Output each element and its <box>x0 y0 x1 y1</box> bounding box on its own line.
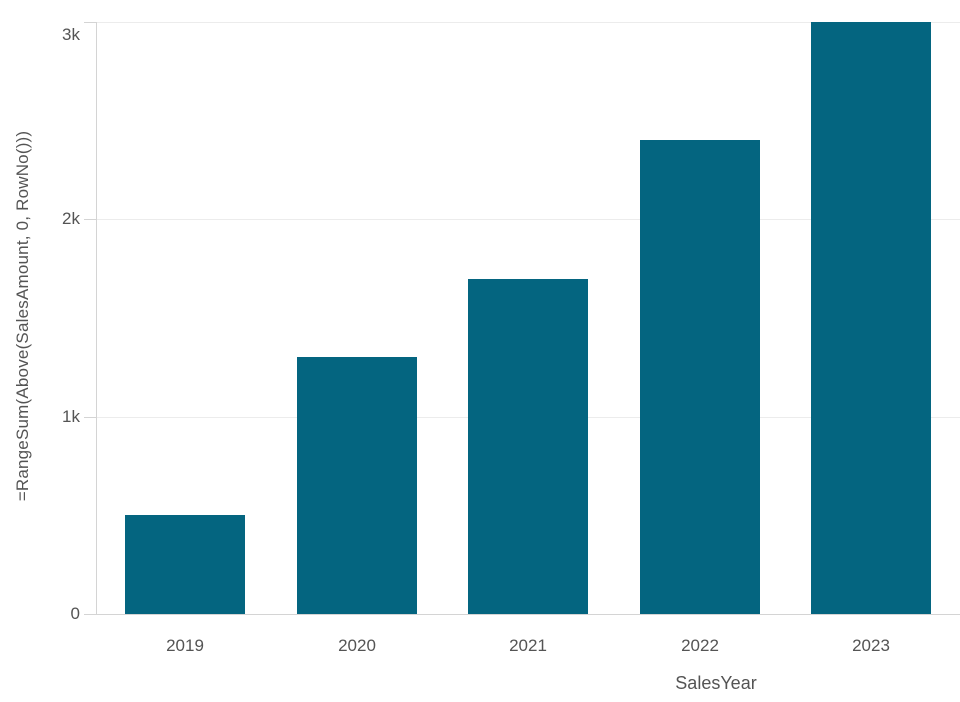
y-tick-label-3k: 3k <box>62 25 80 44</box>
x-axis-line <box>84 614 960 615</box>
x-tick-label-2022[interactable]: 2022 <box>681 636 719 655</box>
x-tick-label-2020[interactable]: 2020 <box>338 636 376 655</box>
y-tick-label-0: 0 <box>70 604 80 623</box>
y-tick-0 <box>84 614 97 615</box>
y-tick-label-1k: 1k <box>62 407 80 426</box>
bar-2023[interactable] <box>811 22 931 614</box>
y-tick-3k <box>84 22 97 23</box>
bar-2021[interactable] <box>468 279 588 614</box>
gridline-3k <box>97 22 960 23</box>
y-tick-1k <box>84 417 97 418</box>
y-tick-2k <box>84 219 97 220</box>
x-tick-label-2019[interactable]: 2019 <box>166 636 204 655</box>
y-axis-title: =RangeSum(Above(SalesAmount, 0, RowNo())… <box>13 130 32 502</box>
y-axis-line <box>96 22 97 614</box>
bar-2022[interactable] <box>640 140 760 614</box>
y-tick-label-2k: 2k <box>62 209 80 228</box>
bar-2019[interactable] <box>125 515 245 614</box>
x-tick-label-2023[interactable]: 2023 <box>852 636 890 655</box>
x-tick-label-2021[interactable]: 2021 <box>509 636 547 655</box>
x-axis-title: SalesYear <box>675 673 757 693</box>
gridline-2k <box>97 219 960 220</box>
bar-2020[interactable] <box>297 357 417 614</box>
